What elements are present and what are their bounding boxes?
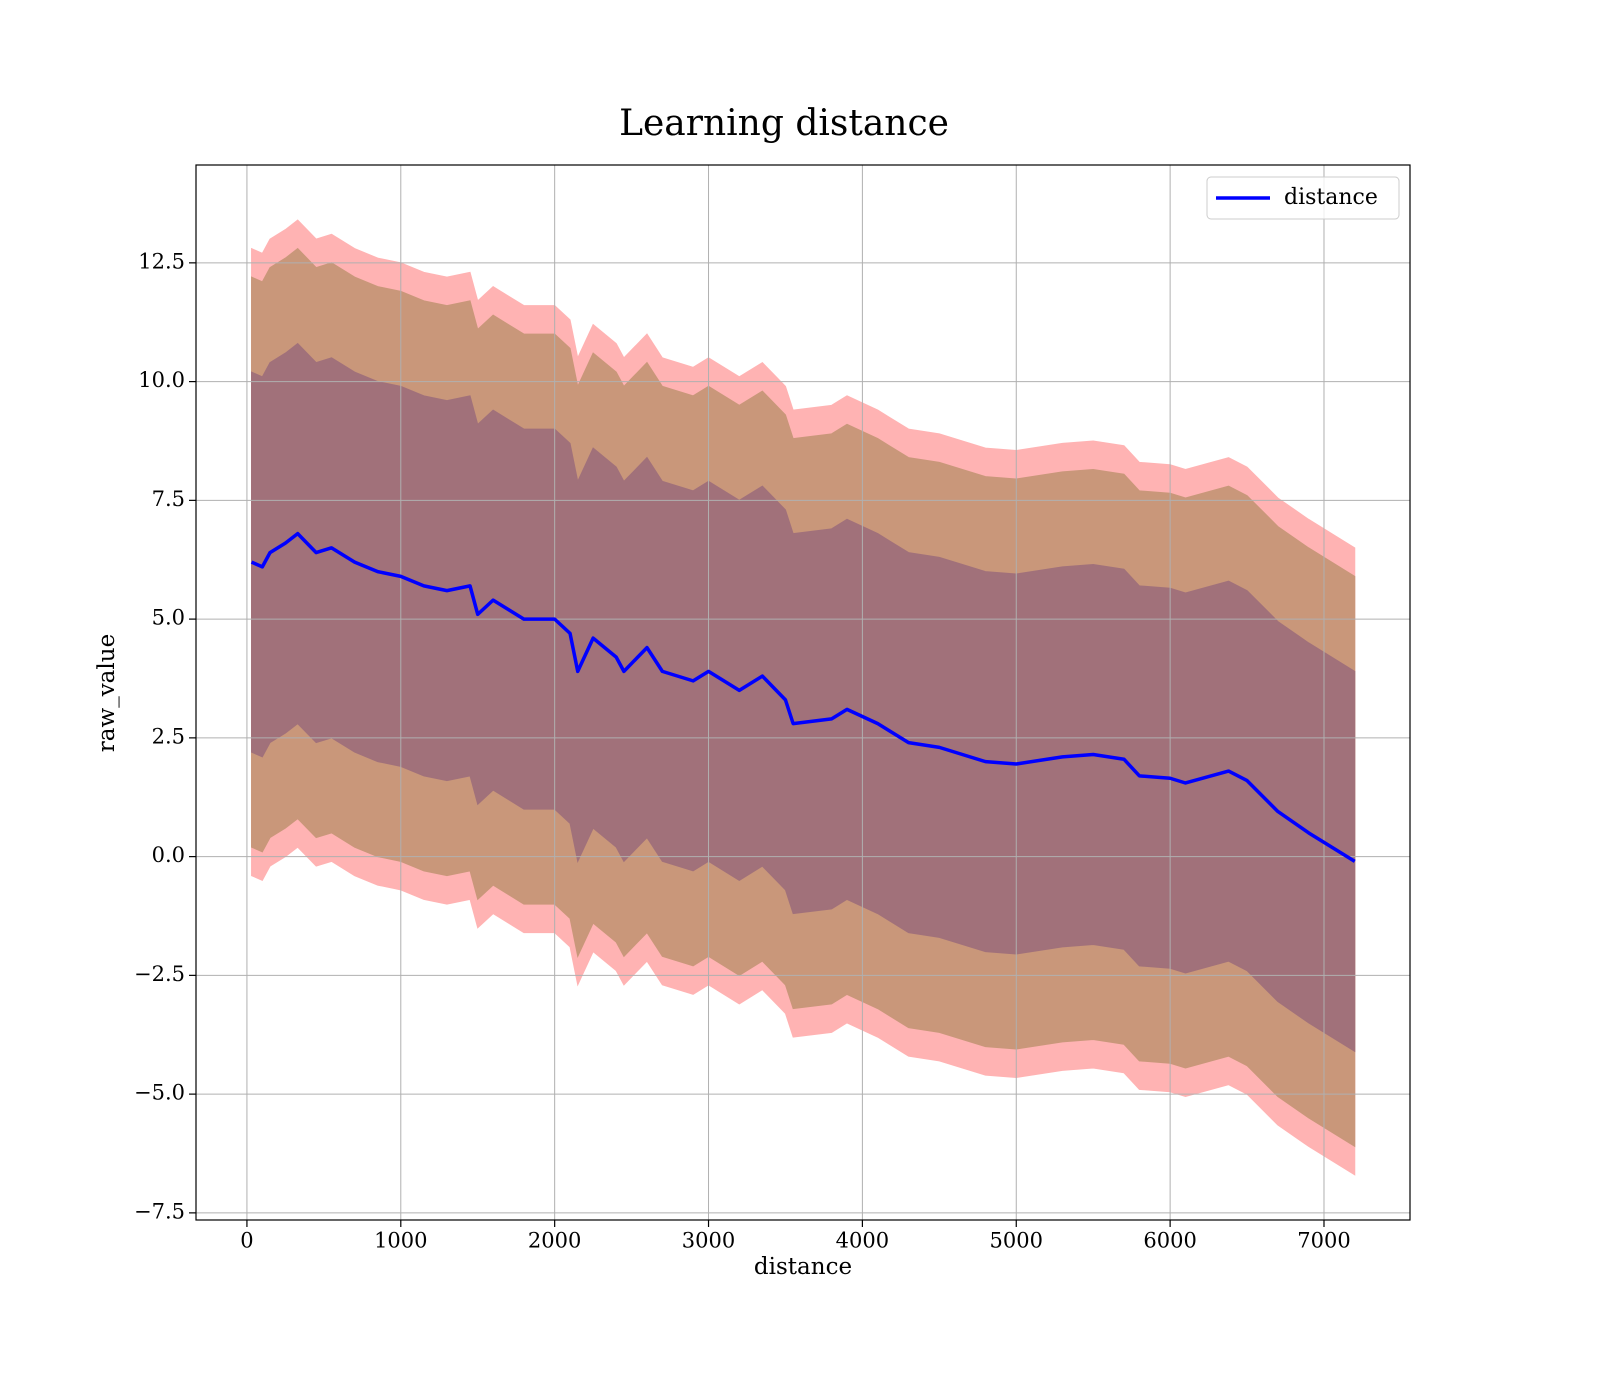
y-tick-label: 2.5 (152, 724, 185, 748)
y-axis-label: raw_value (94, 634, 120, 752)
x-tick-label: 4000 (836, 1229, 889, 1253)
x-tick-label: 1000 (374, 1229, 427, 1253)
y-tick-label: 10.0 (138, 368, 185, 392)
x-tick-label: 7000 (1297, 1229, 1350, 1253)
legend-box (1206, 176, 1400, 220)
x-tick-label: 3000 (682, 1229, 735, 1253)
chart-title: Learning distance (619, 103, 949, 144)
y-tick-label: 0.0 (152, 843, 185, 867)
x-tick-label: 5000 (990, 1229, 1043, 1253)
x-tick-label: 6000 (1143, 1229, 1196, 1253)
y-tick-label: 7.5 (152, 487, 185, 511)
y-tick-label: −2.5 (134, 962, 185, 986)
plot-frame (195, 164, 1411, 1221)
legend-label: distance (1284, 185, 1378, 210)
x-tick-label: 2000 (528, 1229, 581, 1253)
y-tick-label: −5.0 (134, 1081, 185, 1105)
legend: distance (1206, 176, 1400, 220)
x-tick-label: 0 (240, 1229, 253, 1253)
y-tick-label: −7.5 (134, 1199, 185, 1223)
y-tick-label: 5.0 (152, 606, 185, 630)
line (250, 531, 1356, 863)
y-tick-label: 12.5 (138, 249, 185, 273)
x-axis-label: distance (754, 1254, 852, 1280)
